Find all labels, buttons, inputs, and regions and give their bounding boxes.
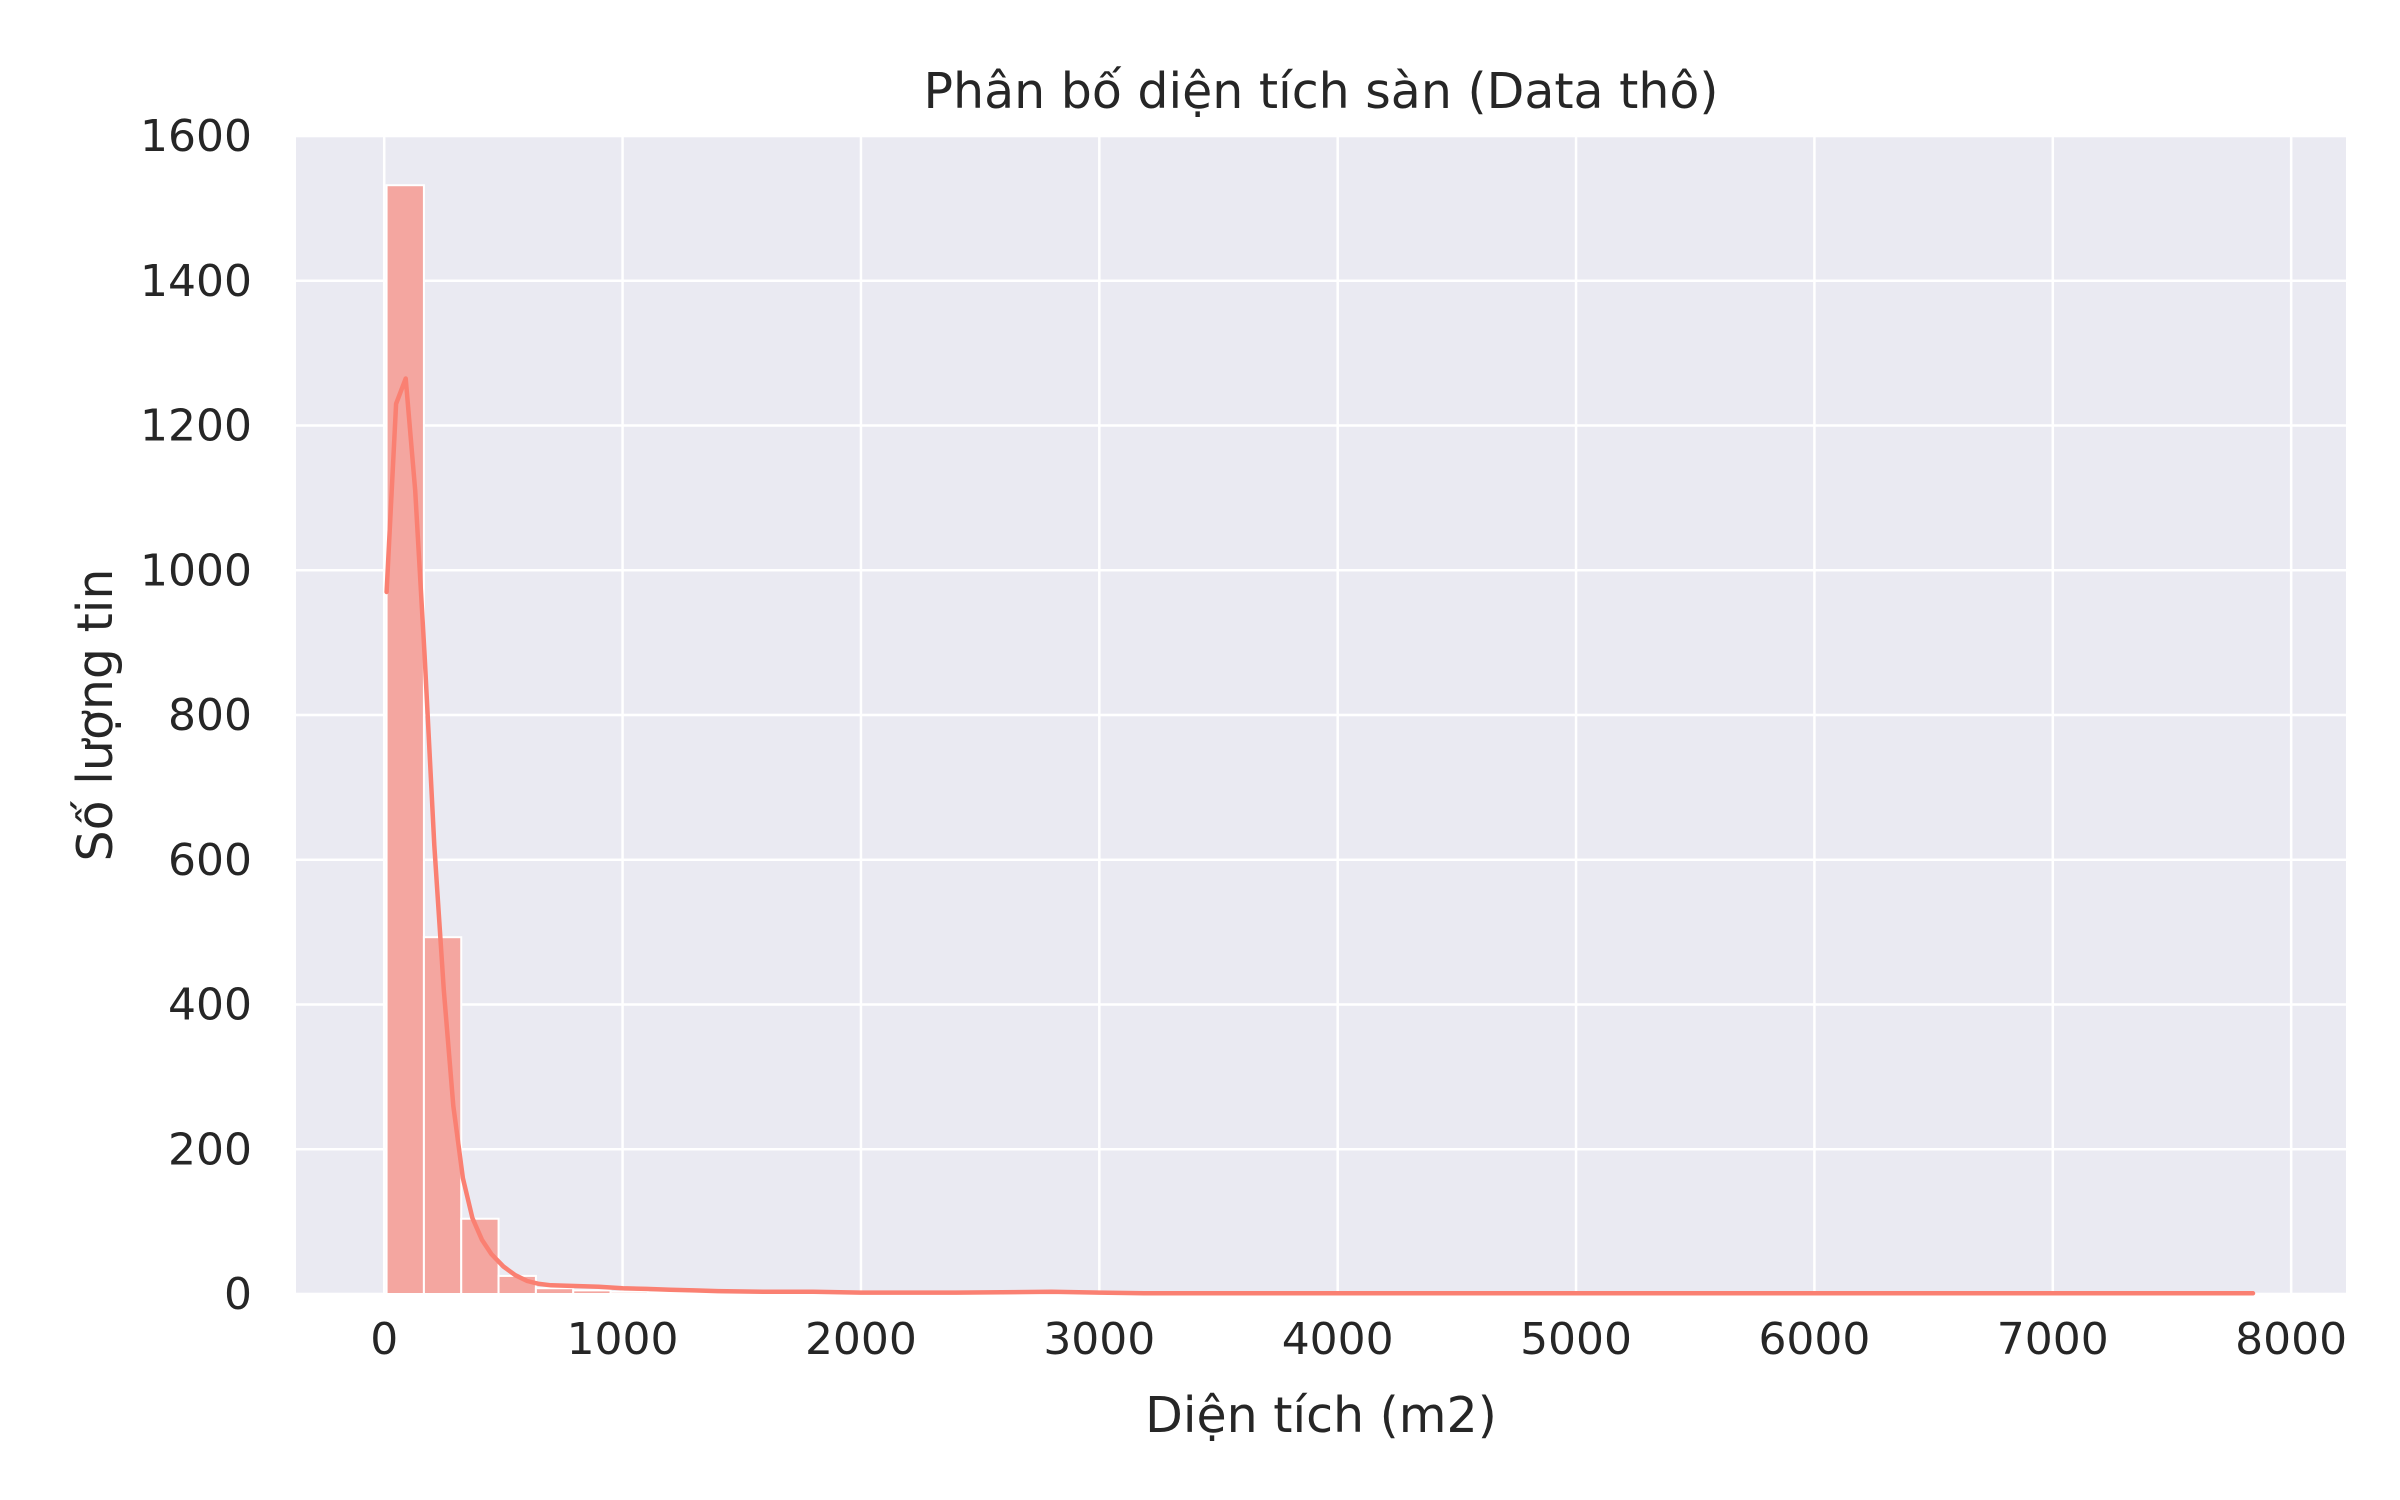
histogram-bar (385, 184, 425, 1296)
x-tick-label: 0 (370, 1314, 398, 1365)
histogram-bar (609, 1290, 649, 1295)
x-tick-label: 3000 (1043, 1314, 1155, 1365)
histogram-bar (534, 1287, 575, 1295)
histogram-bars (385, 184, 2255, 1296)
x-tick-label: 5000 (1520, 1314, 1632, 1365)
y-tick-label: 1600 (140, 111, 252, 162)
y-axis-ticks: 0 200 400 600 800 1000 1200 1400 1600 (140, 111, 252, 1320)
x-axis-ticks: 0 1000 2000 3000 4000 5000 6000 7000 8000 (370, 1314, 2347, 1365)
y-tick-label: 1400 (140, 256, 252, 307)
histogram-bar (646, 1291, 687, 1295)
x-tick-label: 2000 (805, 1314, 917, 1365)
x-tick-label: 6000 (1758, 1314, 1870, 1365)
x-tick-label: 4000 (1282, 1314, 1394, 1365)
x-tick-label: 1000 (567, 1314, 679, 1365)
y-tick-label: 600 (168, 835, 252, 886)
y-axis-label: Số lượng tin (67, 569, 124, 862)
y-tick-label: 800 (168, 690, 252, 741)
y-tick-label: 0 (224, 1269, 252, 1320)
x-axis-label: Diện tích (m2) (1145, 1387, 1497, 1444)
histogram-bar (572, 1289, 612, 1295)
y-tick-label: 1000 (140, 545, 252, 596)
y-tick-label: 200 (168, 1124, 252, 1175)
kde-curve (384, 376, 2256, 1296)
x-tick-label: 8000 (2235, 1314, 2347, 1365)
y-tick-label: 400 (168, 980, 252, 1031)
y-tick-label: 1200 (140, 401, 252, 452)
x-tick-label: 7000 (1997, 1314, 2109, 1365)
chart-title: Phân bố diện tích sàn (Data thô) (923, 63, 1718, 120)
